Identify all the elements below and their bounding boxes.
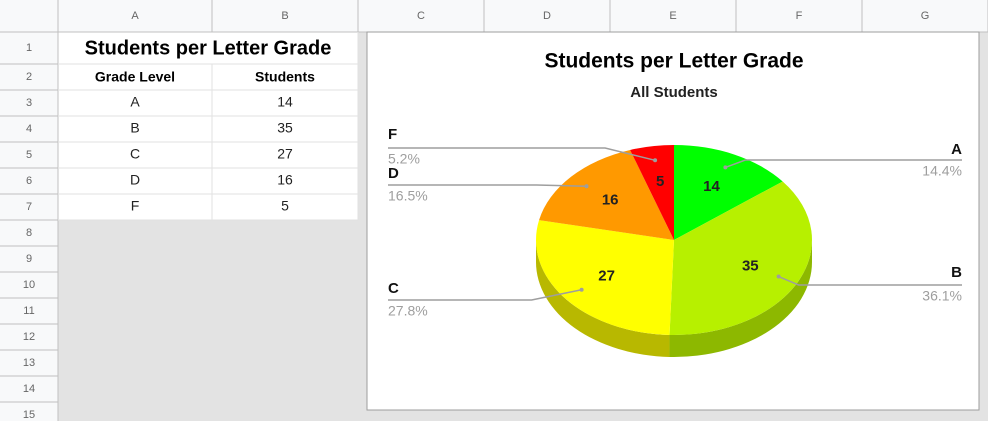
leader-dot: [776, 274, 781, 279]
sheet-title: Students per Letter Grade: [85, 37, 332, 59]
data-range: [58, 32, 358, 220]
row-header: 12: [23, 331, 35, 343]
slice-category: B: [951, 264, 962, 281]
chart-title: Students per Letter Grade: [544, 50, 803, 73]
slice-percent: 16.5%: [388, 188, 428, 204]
column-title: Grade Level: [95, 69, 175, 85]
cell-value: F: [131, 198, 140, 214]
slice-percent: 27.8%: [388, 303, 428, 319]
chart-subtitle: All Students: [630, 84, 718, 101]
row-header: 10: [23, 279, 35, 291]
row-header: 15: [23, 409, 35, 421]
column-header: A: [131, 10, 139, 22]
slice-percent: 14.4%: [922, 163, 962, 179]
leader-line: [388, 289, 582, 301]
row-header: 14: [23, 383, 35, 395]
row-header-bar: [0, 0, 58, 421]
column-header-bar: [0, 0, 988, 32]
cell-value: B: [130, 120, 139, 136]
slice-category: D: [388, 165, 399, 182]
row-header: 3: [26, 97, 32, 109]
slice: [539, 149, 674, 240]
cell-value: 27: [277, 146, 293, 162]
slice-category: F: [388, 126, 397, 143]
cell-value: A: [130, 94, 140, 110]
leader-line: [778, 275, 962, 286]
slice: [674, 145, 783, 240]
row-header: 9: [26, 253, 32, 265]
slice-value: 5: [656, 173, 664, 190]
slice: [669, 181, 813, 335]
pie: 14 A 14.4% 35 B 36.1% 27 C 27.8% 16 D 16.5% 5 F 5.2%: [388, 126, 962, 357]
slice-percent: 36.1%: [922, 288, 962, 304]
row-header: 6: [26, 175, 32, 187]
row-header: 4: [26, 123, 32, 135]
leader-dot: [723, 165, 728, 170]
column-title: Students: [255, 69, 315, 85]
slice-side: [536, 240, 670, 357]
slice-value: 14: [703, 178, 720, 195]
cell-value: D: [130, 172, 140, 188]
row-header: 8: [26, 227, 32, 239]
row-header: 2: [26, 71, 32, 83]
row-header: 11: [23, 305, 34, 317]
cell-value: 14: [277, 94, 293, 110]
row-header: 7: [26, 201, 32, 213]
column-header: C: [417, 10, 425, 22]
leader-line: [725, 159, 962, 169]
slice-value: 35: [742, 258, 759, 275]
column-header: F: [796, 10, 803, 22]
column-header: G: [921, 10, 930, 22]
cell-value: 16: [277, 172, 293, 188]
leader-line: [388, 147, 656, 162]
column-header: B: [281, 10, 288, 22]
slice-side: [669, 240, 812, 357]
slice: [630, 145, 674, 240]
leader-dot: [584, 184, 589, 189]
row-header: 5: [26, 149, 32, 161]
leader-dot: [653, 158, 658, 163]
slice-value: 16: [602, 192, 619, 209]
leader-line: [388, 184, 587, 187]
cell-value: 5: [281, 198, 289, 214]
slice-percent: 5.2%: [388, 151, 420, 167]
row-header: 13: [23, 357, 35, 369]
cell-value: 35: [277, 120, 293, 136]
column-header: E: [669, 10, 676, 22]
row-header: 1: [26, 42, 32, 54]
column-header: D: [543, 10, 551, 22]
slice-category: A: [951, 141, 962, 158]
slice: [536, 220, 674, 335]
cell-value: C: [130, 146, 140, 162]
slice-value: 27: [598, 267, 615, 284]
slice-category: C: [388, 280, 399, 297]
leader-dot: [579, 287, 584, 292]
